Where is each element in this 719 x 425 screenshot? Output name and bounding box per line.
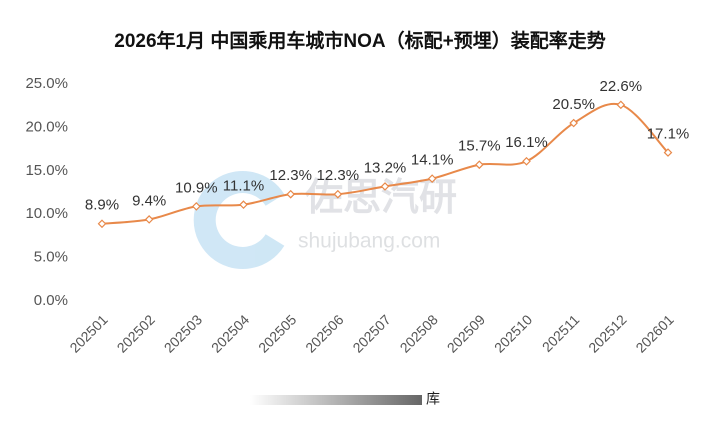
- data-label: 12.3%: [269, 167, 312, 184]
- x-tick-label: 202512: [585, 311, 629, 355]
- footer-text: 库: [426, 391, 440, 407]
- y-tick-label: 25.0%: [25, 75, 68, 92]
- data-label: 15.7%: [458, 138, 501, 155]
- y-tick-label: 5.0%: [34, 249, 68, 266]
- point-marker: [616, 100, 626, 110]
- x-tick-label: 202501: [66, 311, 110, 355]
- x-tick-label: 202509: [444, 311, 488, 355]
- y-tick-label: 20.0%: [25, 118, 68, 135]
- point-marker: [97, 219, 107, 229]
- data-label: 14.1%: [411, 152, 454, 169]
- point-marker: [474, 160, 484, 170]
- x-tick-label: 202511: [539, 311, 583, 355]
- x-tick-label: 202505: [255, 311, 299, 355]
- x-tick-label: 202510: [491, 311, 535, 355]
- x-tick-label: 202507: [349, 311, 393, 355]
- data-label: 9.4%: [132, 192, 166, 209]
- watermark-url: shujubang.com: [298, 230, 440, 253]
- data-label: 16.1%: [505, 134, 548, 151]
- point-marker: [144, 215, 154, 224]
- data-label: 13.2%: [364, 159, 407, 176]
- chart-title: 2026年1月 中国乘用车城市NOA（标配+预埋）装配率走势: [114, 29, 605, 52]
- point-marker: [333, 189, 343, 199]
- data-label: 20.5%: [552, 96, 595, 113]
- y-tick-label: 15.0%: [25, 162, 68, 179]
- x-tick-label: 202508: [397, 311, 441, 355]
- x-tick-label: 202503: [161, 311, 205, 355]
- y-tick-label: 0.0%: [34, 292, 68, 309]
- x-tick-label: 202502: [114, 311, 158, 355]
- footer-bar: [250, 395, 422, 405]
- point-marker: [286, 189, 296, 199]
- x-tick-label: 202601: [632, 311, 676, 355]
- watermark: 佐思汽研 shujubang.com: [193, 171, 457, 269]
- point-marker: [522, 156, 531, 166]
- data-label: 8.9%: [85, 197, 119, 214]
- point-marker: [191, 202, 201, 211]
- data-label: 12.3%: [317, 167, 360, 184]
- data-label: 22.6%: [600, 78, 643, 95]
- data-label: 17.1%: [647, 126, 690, 143]
- x-tick-label: 202504: [208, 311, 252, 355]
- point-marker: [239, 200, 248, 210]
- point-marker: [663, 148, 673, 157]
- data-label: 11.1%: [223, 178, 264, 195]
- point-marker: [427, 174, 437, 183]
- x-tick-label: 202506: [302, 311, 346, 355]
- watermark-logo: [193, 171, 285, 269]
- point-marker: [569, 118, 579, 128]
- point-marker: [380, 182, 390, 191]
- data-label: 10.9%: [175, 179, 218, 196]
- y-tick-label: 10.0%: [25, 205, 68, 222]
- watermark-text: 佐思汽研: [304, 177, 457, 219]
